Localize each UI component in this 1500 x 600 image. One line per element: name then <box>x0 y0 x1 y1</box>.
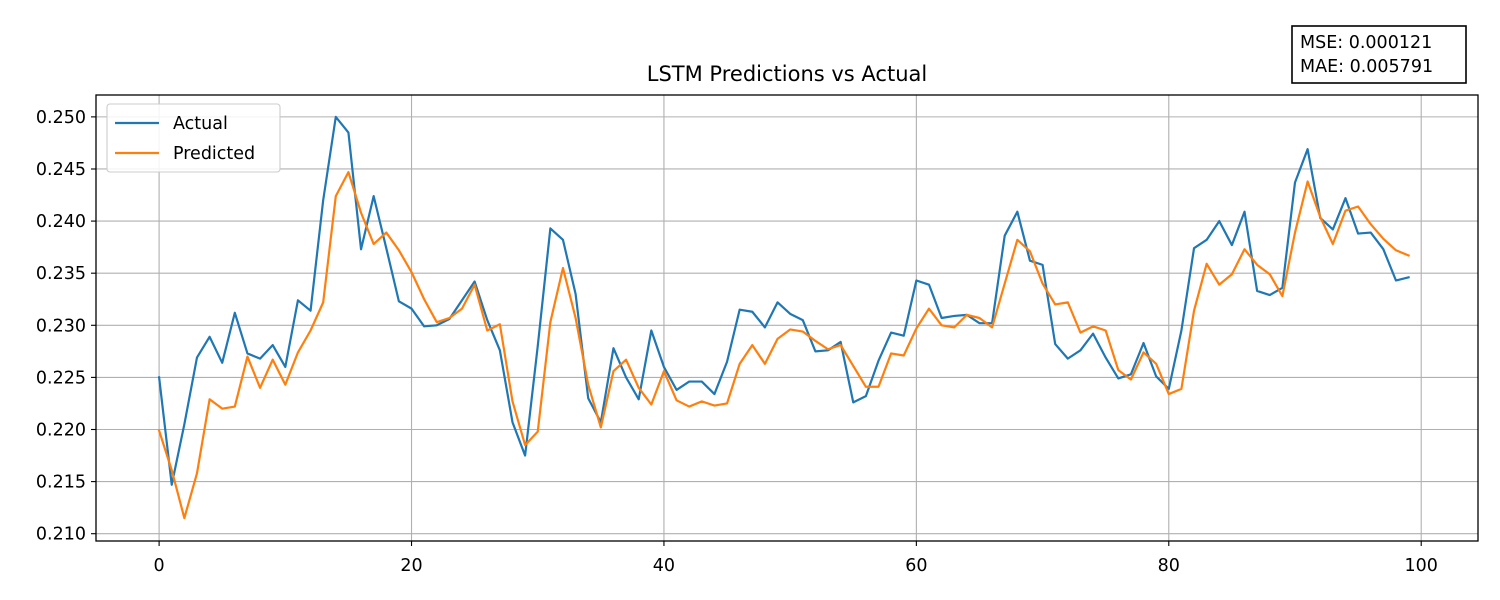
legend: Actual Predicted <box>106 103 281 173</box>
y-tick-label: 0.220 <box>36 421 86 441</box>
x-tick-label: 40 <box>653 556 675 576</box>
x-tick-label: 100 <box>1405 556 1438 576</box>
legend-label-actual: Actual <box>173 114 228 134</box>
mae-label: MAE: 0.005791 <box>1300 57 1433 77</box>
y-tick-label: 0.250 <box>36 108 86 128</box>
plot-frame <box>95 94 1479 542</box>
y-tick-label: 0.235 <box>36 264 86 284</box>
legend-label-predicted: Predicted <box>173 144 255 164</box>
y-tick-label: 0.240 <box>36 212 86 232</box>
y-axis: 0.210 0.215 0.220 0.225 0.230 0.235 0.240 0.245… <box>36 108 96 545</box>
y-tick-label: 0.210 <box>36 525 86 545</box>
y-tick-label: 0.215 <box>36 473 86 493</box>
series-line-actual <box>157 115 1410 486</box>
series-line-predicted <box>157 171 1411 520</box>
x-axis: 0 20 40 60 80 100 <box>154 541 1438 576</box>
x-tick-label: 0 <box>154 556 165 576</box>
x-tick-label: 20 <box>400 556 422 576</box>
grid <box>96 95 1478 541</box>
series-layer <box>157 115 1411 520</box>
y-tick-label: 0.225 <box>36 368 86 388</box>
mse-label: MSE: 0.000121 <box>1300 33 1432 53</box>
metrics-frame <box>1291 25 1467 84</box>
plot-area <box>96 95 1478 541</box>
y-tick-label: 0.245 <box>36 160 86 180</box>
chart-title: LSTM Predictions vs Actual <box>647 62 927 86</box>
x-tick-label: 60 <box>905 556 927 576</box>
y-tick-label: 0.230 <box>36 316 86 336</box>
legend-frame <box>106 103 281 173</box>
metrics-box: MSE: 0.000121 MAE: 0.005791 <box>1291 25 1467 84</box>
x-tick-label: 80 <box>1158 556 1180 576</box>
